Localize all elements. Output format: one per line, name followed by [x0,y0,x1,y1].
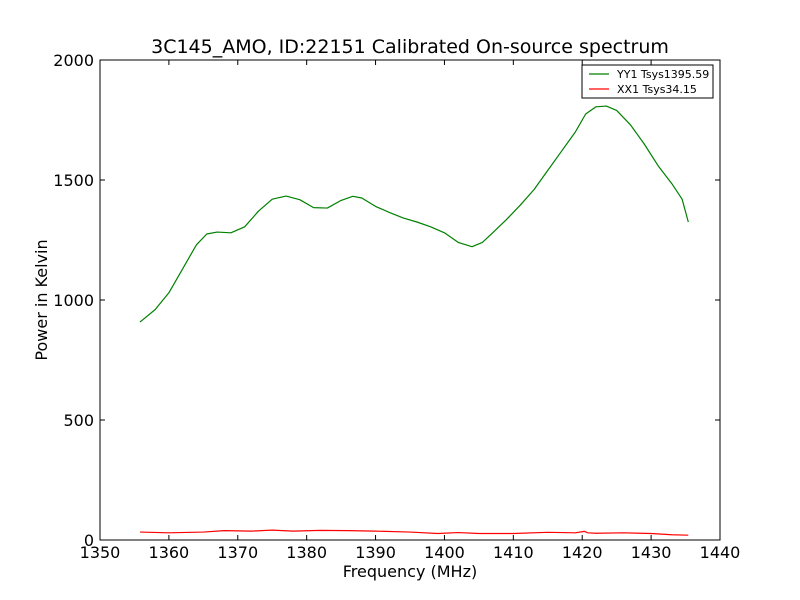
y-tick-label: 500 [63,411,94,430]
x-tick-label: 1400 [424,543,465,562]
x-tick-label: 1380 [286,543,327,562]
y-tick-label: 2000 [53,51,94,70]
x-axis: 1350 1360 1370 1380 1390 1400 1410 1420 1430 1440 [80,60,741,562]
series-line-1 [139,529,689,536]
y-axis: 0 500 1000 1500 2000 [53,51,720,550]
y-tick-label: 0 [84,531,94,550]
y-tick-label: 1000 [53,291,94,310]
series-layer [139,105,689,536]
chart-title: 3C145_AMO, ID:22151 Calibrated On-source… [151,36,669,58]
legend-label-yy1: YY1 Tsys1395.59 [616,68,709,81]
x-axis-label: Frequency (MHz) [343,562,477,581]
x-tick-label: 1430 [631,543,672,562]
legend-label-xx1: XX1 Tsys34.15 [617,83,697,96]
x-tick-label: 1370 [217,543,258,562]
x-tick-label: 1390 [355,543,396,562]
x-tick-label: 1360 [149,543,190,562]
legend-box [581,64,714,99]
x-tick-label: 1420 [562,543,603,562]
series-line-0 [139,105,689,323]
legend: YY1 Tsys1395.59 XX1 Tsys34.15 [581,64,714,99]
plot-area [99,59,721,541]
x-tick-label: 1350 [80,543,121,562]
y-tick-label: 1500 [53,171,94,190]
x-tick-label: 1410 [493,543,534,562]
y-axis-label: Power in Kelvin [32,239,51,360]
x-tick-label: 1440 [700,543,741,562]
